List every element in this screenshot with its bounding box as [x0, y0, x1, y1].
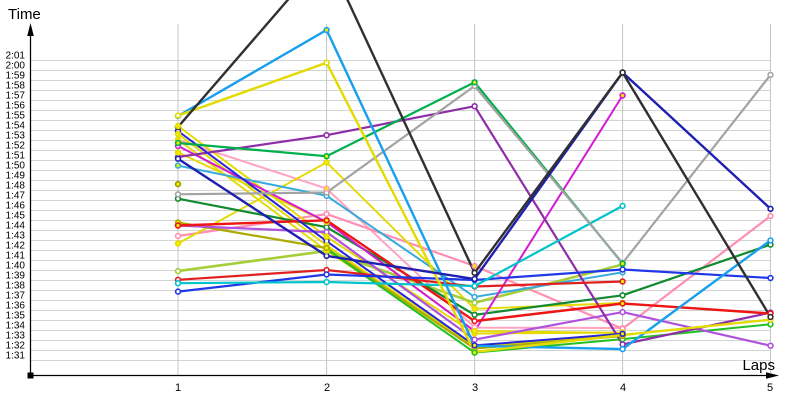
svg-text:1:32: 1:32	[6, 341, 26, 352]
svg-text:1:36: 1:36	[6, 301, 26, 312]
svg-text:1:42: 1:42	[6, 241, 26, 252]
svg-text:1:58: 1:58	[6, 81, 26, 92]
svg-text:1:37: 1:37	[6, 291, 26, 302]
svg-text:1:34: 1:34	[6, 321, 26, 332]
svg-text:1:44: 1:44	[6, 221, 26, 232]
svg-text:1:55: 1:55	[6, 111, 26, 122]
svg-text:1:50: 1:50	[6, 161, 26, 172]
svg-text:1:51: 1:51	[6, 151, 26, 162]
svg-text:2:00: 2:00	[6, 61, 26, 72]
svg-text:2: 2	[324, 382, 330, 394]
svg-text:1:49: 1:49	[6, 171, 26, 182]
svg-text:1:45: 1:45	[6, 211, 26, 222]
svg-text:Laps: Laps	[742, 357, 775, 374]
svg-text:1:33: 1:33	[6, 331, 26, 342]
svg-text:2:01: 2:01	[6, 51, 26, 62]
svg-text:1:35: 1:35	[6, 311, 26, 322]
svg-text:1:46: 1:46	[6, 201, 26, 212]
svg-text:1:54: 1:54	[6, 121, 26, 132]
svg-text:4: 4	[620, 382, 626, 394]
svg-text:1:39: 1:39	[6, 271, 26, 282]
svg-text:1:53: 1:53	[6, 131, 26, 142]
svg-text:1:31: 1:31	[6, 351, 26, 362]
svg-text:1:41: 1:41	[6, 251, 26, 262]
svg-text:1:57: 1:57	[6, 91, 26, 102]
svg-text:1:59: 1:59	[6, 71, 26, 82]
svg-text:1:52: 1:52	[6, 141, 26, 152]
svg-text:Time: Time	[8, 6, 41, 23]
svg-text:1:38: 1:38	[6, 281, 26, 292]
svg-text:1:48: 1:48	[6, 181, 26, 192]
svg-text:5: 5	[767, 382, 773, 394]
svg-text:1:47: 1:47	[6, 191, 26, 202]
svg-text:1: 1	[175, 382, 181, 394]
svg-text:1:56: 1:56	[6, 101, 26, 112]
svg-text:1:40: 1:40	[6, 261, 26, 272]
svg-text:3: 3	[472, 382, 478, 394]
svg-text:1:43: 1:43	[6, 231, 26, 242]
